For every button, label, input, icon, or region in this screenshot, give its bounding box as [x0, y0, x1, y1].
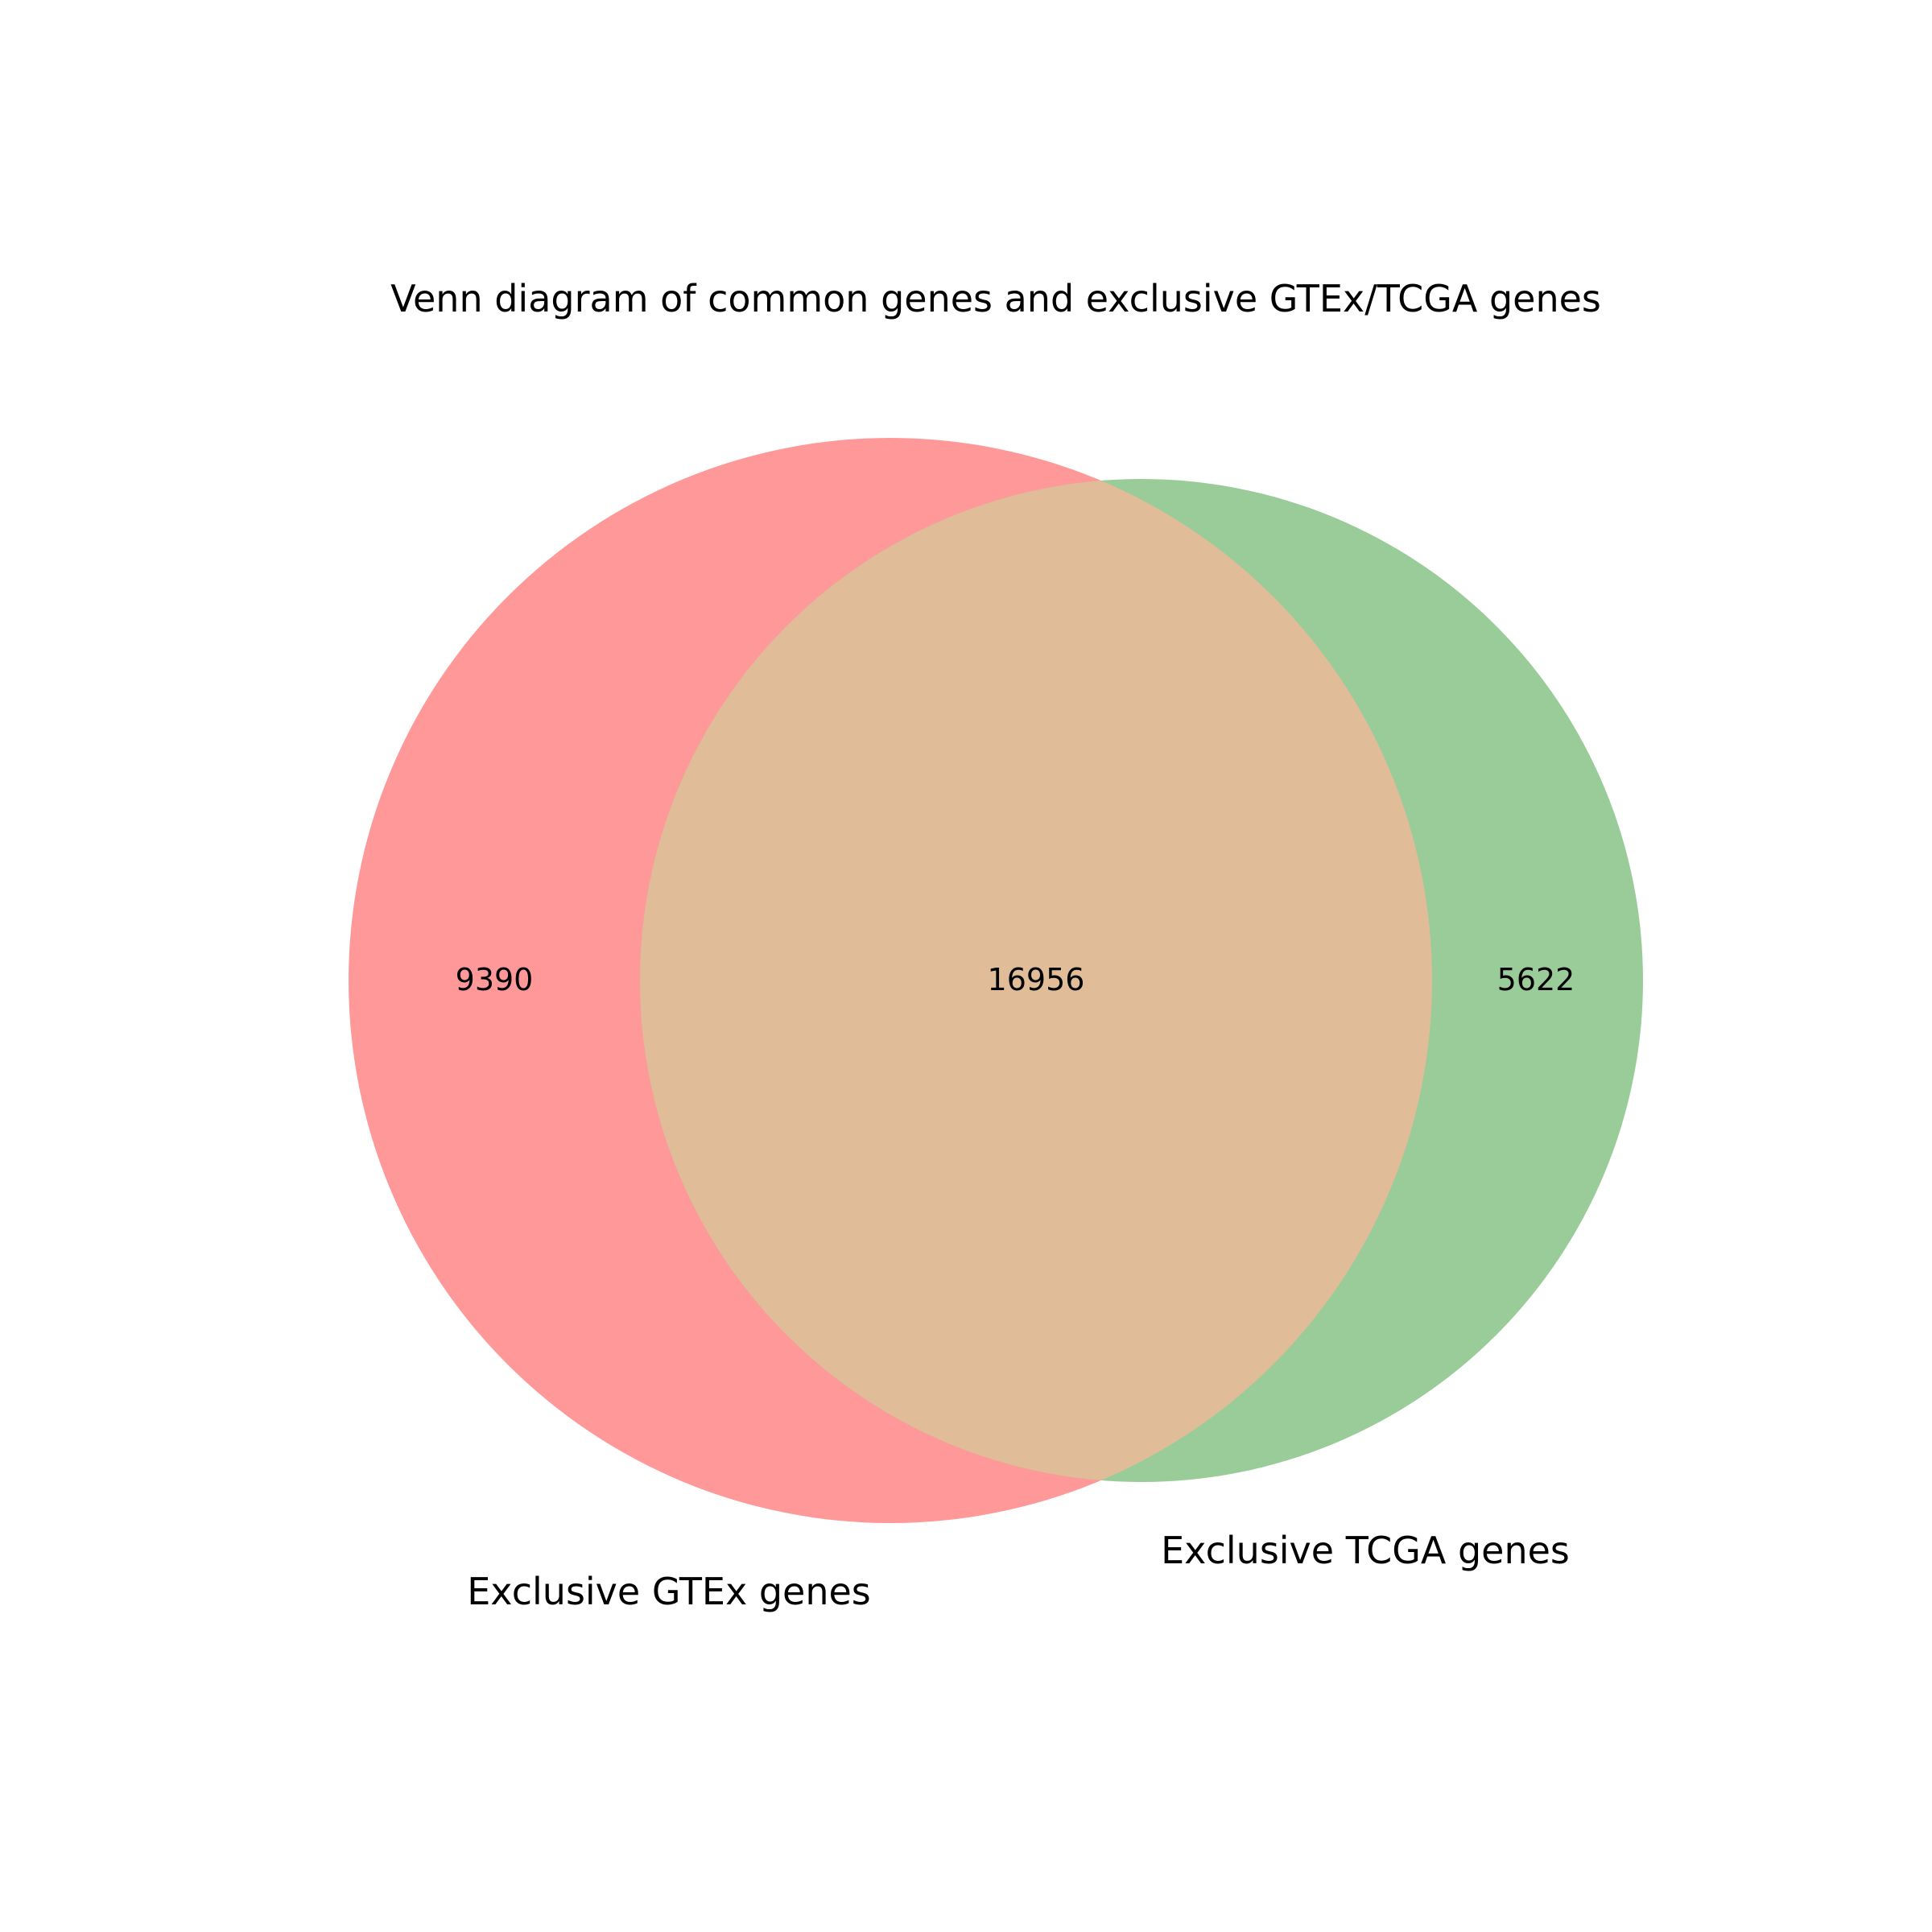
- diagram-title: Venn diagram of common genes and exclusi…: [390, 277, 1601, 320]
- gtex-set-label: Exclusive GTEx genes: [467, 1570, 871, 1613]
- intersection-count: 16956: [988, 962, 1085, 997]
- tcga-set-label: Exclusive TCGA genes: [1161, 1529, 1570, 1572]
- tcga-only-count: 5622: [1497, 962, 1575, 997]
- gtex-only-count: 9390: [456, 962, 534, 997]
